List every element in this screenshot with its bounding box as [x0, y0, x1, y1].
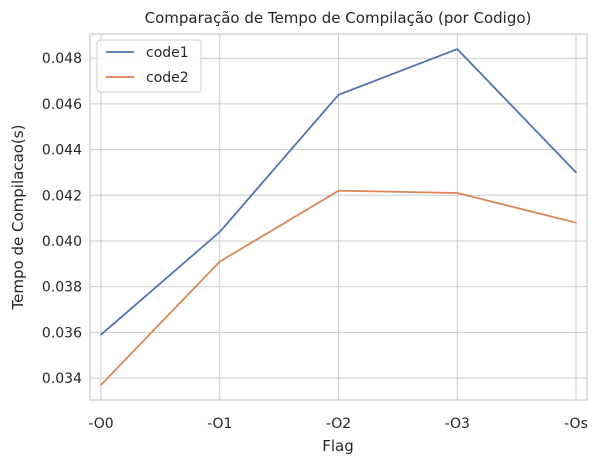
x-axis-label: Flag [322, 437, 354, 455]
plot-frame [89, 33, 588, 401]
legend-box [96, 39, 202, 93]
legend-label-code1: code1 [146, 45, 189, 61]
chart-title: Comparação de Tempo de Compilação (por C… [145, 9, 532, 27]
series-group [100, 48, 577, 386]
y-axis-label: Tempo de Compilacao(s) [9, 125, 27, 311]
y-tick-label: 0.046 [42, 97, 82, 113]
x-tick-label: -O0 [88, 416, 113, 432]
x-tick-label: -O2 [326, 416, 351, 432]
y-tick-label: 0.034 [42, 371, 82, 387]
legend-label-code2: code2 [146, 70, 189, 86]
x-tick-label: -O3 [445, 416, 470, 432]
legend: code1 code2 [96, 39, 202, 93]
y-tick-label: 0.048 [42, 51, 82, 67]
y-tick-label: 0.036 [42, 325, 82, 341]
series-line-code1 [100, 48, 577, 336]
x-tick-label: -Os [564, 416, 588, 432]
x-tick-label: -O1 [207, 416, 232, 432]
y-tick-label: 0.038 [42, 280, 82, 296]
series-line-code2 [100, 189, 577, 386]
tick-labels: -O0 -O1 -O2 -O3 -Os 0.034 0.036 0.038 0.040 0.042… [42, 51, 588, 432]
y-tick-label: 0.042 [42, 188, 82, 204]
y-tick-label: 0.044 [42, 143, 82, 159]
y-tick-label: 0.040 [42, 234, 82, 250]
